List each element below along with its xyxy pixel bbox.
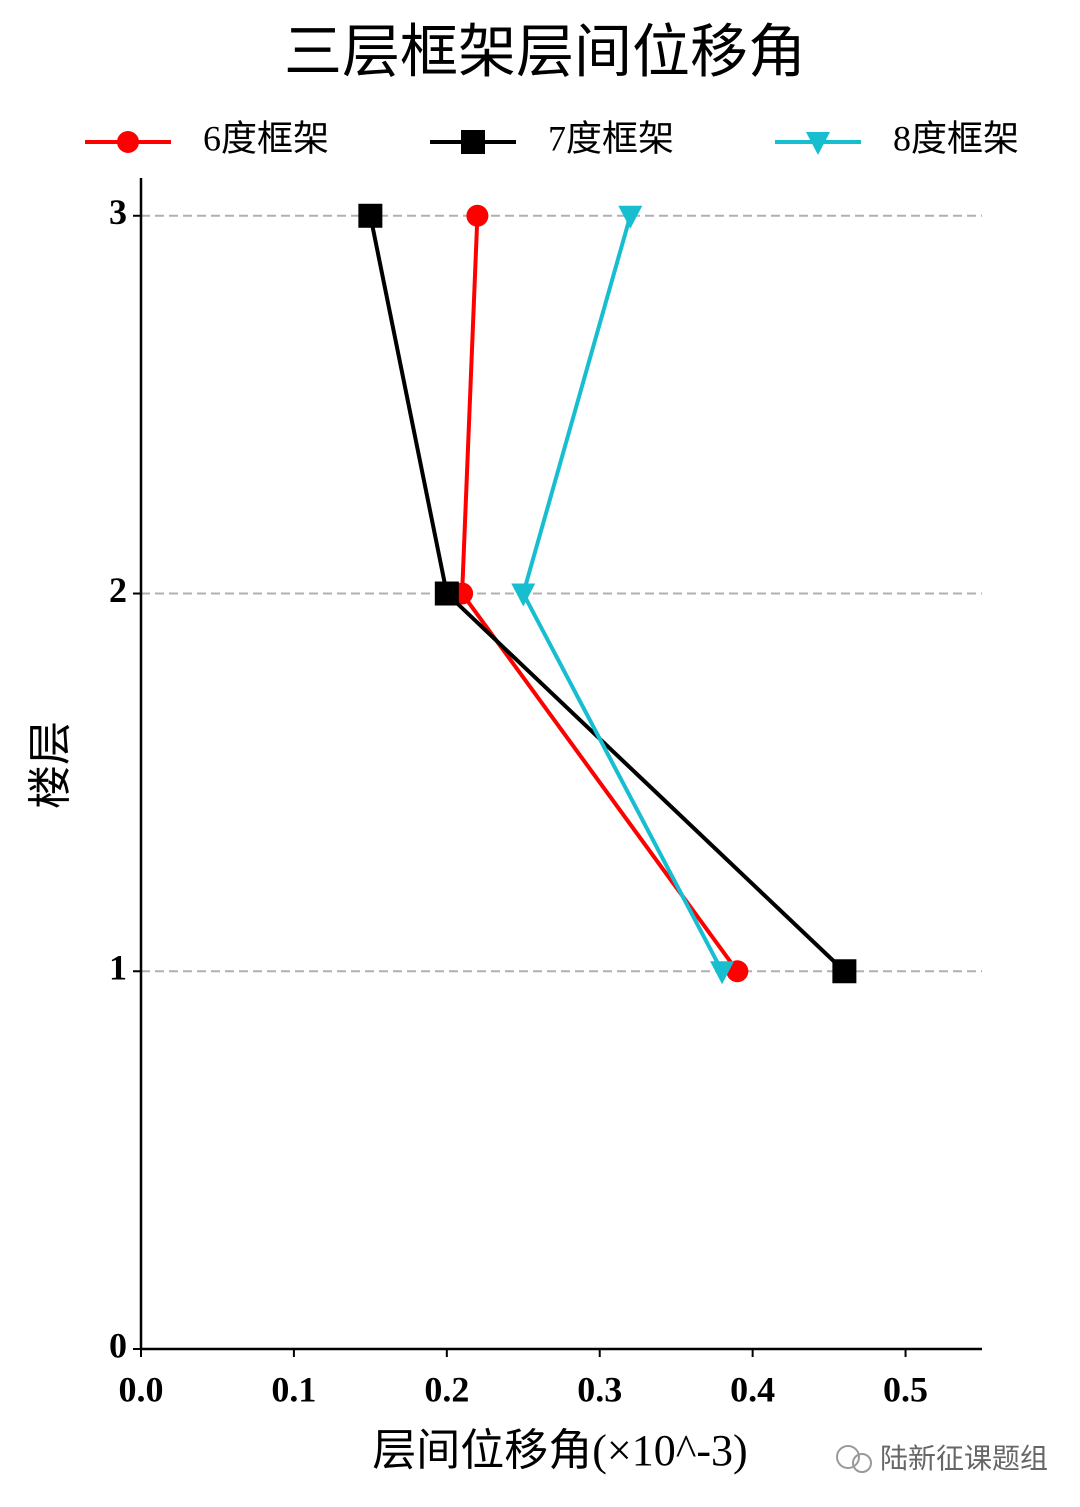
legend-label: 7度框架 (548, 118, 674, 158)
legend-label: 8度框架 (893, 118, 1019, 158)
watermark-icon (852, 1453, 872, 1473)
y-tick-label: 1 (109, 948, 127, 988)
point (511, 583, 536, 607)
watermark-icon (836, 1445, 860, 1469)
legend-marker (461, 130, 485, 154)
legend-marker (117, 131, 139, 153)
legend-marker (806, 132, 830, 155)
x-tick-label: 0.1 (271, 1369, 316, 1409)
chart-title: 三层框架层间位移角 (284, 19, 806, 84)
watermark-text: 陆新征课题组 (880, 1442, 1048, 1475)
legend-label: 6度框架 (203, 118, 329, 158)
x-tick-label: 0.0 (119, 1369, 164, 1409)
point (434, 581, 459, 606)
x-tick-label: 0.5 (883, 1369, 928, 1409)
y-tick-label: 0 (109, 1325, 127, 1365)
y-tick-label: 2 (109, 570, 127, 610)
y-axis-label: 楼层 (26, 721, 75, 809)
point (832, 959, 857, 984)
watermark: 陆新征课题组 (836, 1442, 1048, 1475)
x-tick-label: 0.3 (577, 1369, 622, 1409)
point (726, 960, 749, 983)
y-tick-label: 3 (109, 192, 127, 232)
point (618, 205, 643, 229)
x-axis-label: 层间位移角(×10^-3) (372, 1426, 747, 1475)
x-tick-label: 0.2 (424, 1369, 469, 1409)
point (466, 204, 489, 227)
point (710, 961, 735, 985)
x-tick-label: 0.4 (730, 1369, 775, 1409)
point (358, 203, 383, 228)
